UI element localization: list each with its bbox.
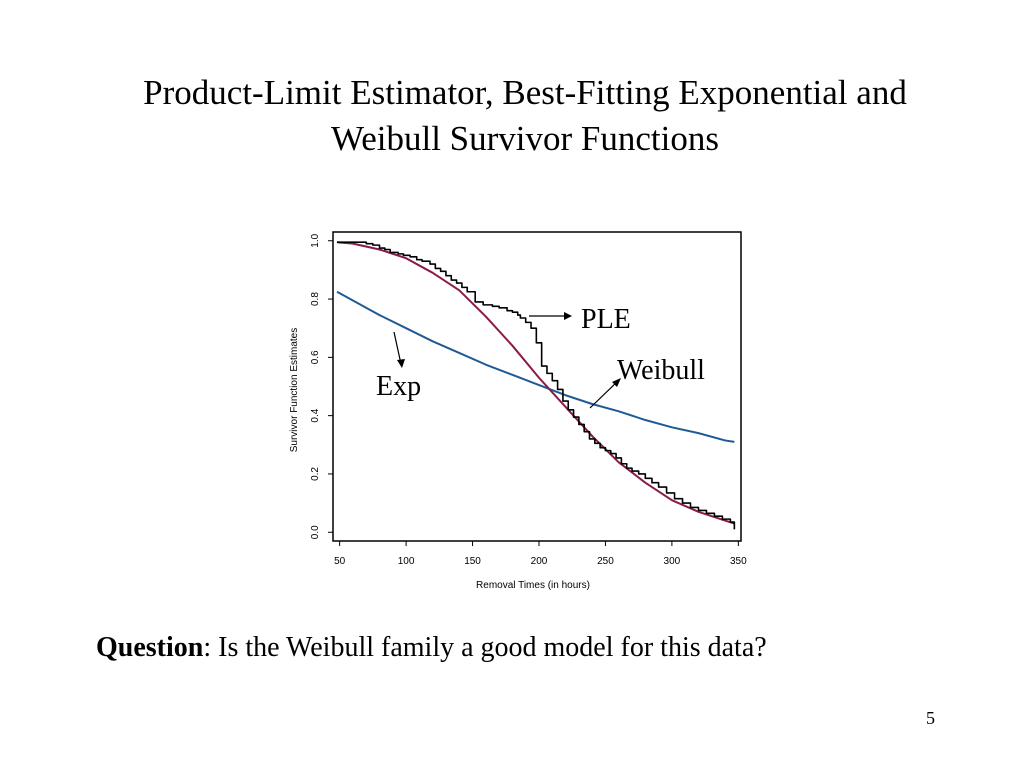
series-layer xyxy=(336,241,736,530)
x-tick-label: 300 xyxy=(664,556,681,567)
x-tick-label: 100 xyxy=(398,556,415,567)
y-tick-label: 0.2 xyxy=(310,467,321,481)
question-text: Question: Is the Weibull family a good m… xyxy=(96,632,767,664)
ple-arrowhead xyxy=(564,312,572,320)
x-tick-label: 150 xyxy=(464,556,481,567)
exp-arrow xyxy=(393,331,402,365)
annotation-weibull: Weibull xyxy=(617,355,705,386)
y-tick-label: 0.6 xyxy=(310,350,321,364)
annotation-exp: Exp xyxy=(376,371,421,402)
weibull-arrowhead xyxy=(612,378,621,387)
y-tick-label: 0.8 xyxy=(310,292,321,306)
y-axis: 0.0 0.2 0.4 0.6 0.8 1.0 xyxy=(310,233,333,539)
series-line-ple xyxy=(336,241,736,530)
x-axis-label: Removal Times (in hours) xyxy=(476,580,590,591)
x-axis: 50 100 150 200 250 300 350 xyxy=(334,541,747,567)
slide-title-line-1: Product-Limit Estimator, Best-Fitting Ex… xyxy=(143,73,907,112)
exp-arrowhead xyxy=(397,359,405,368)
slide-title-line-2: Weibull Survivor Functions xyxy=(330,119,719,158)
x-tick-label: 200 xyxy=(531,556,548,567)
series-line-exp xyxy=(336,290,735,443)
question-body: : Is the Weibull family a good model for… xyxy=(203,632,767,663)
annotation-ple: PLE xyxy=(581,304,631,335)
x-tick-label: 250 xyxy=(597,556,614,567)
weibull-arrow xyxy=(589,379,620,409)
series-line-weibull xyxy=(336,241,735,525)
question-label: Question xyxy=(96,632,204,663)
y-tick-label: 1.0 xyxy=(310,233,321,247)
y-tick-label: 0.0 xyxy=(310,525,321,539)
page-number: 5 xyxy=(926,708,935,728)
plot-frame xyxy=(332,231,742,542)
y-tick-label: 0.4 xyxy=(310,408,321,422)
y-axis-label: Survivor Function Estimates xyxy=(289,328,300,453)
x-tick-label: 350 xyxy=(730,556,747,567)
slide-title: Product-Limit Estimator, Best-Fitting Ex… xyxy=(60,70,990,162)
x-tick-label: 50 xyxy=(334,556,346,567)
